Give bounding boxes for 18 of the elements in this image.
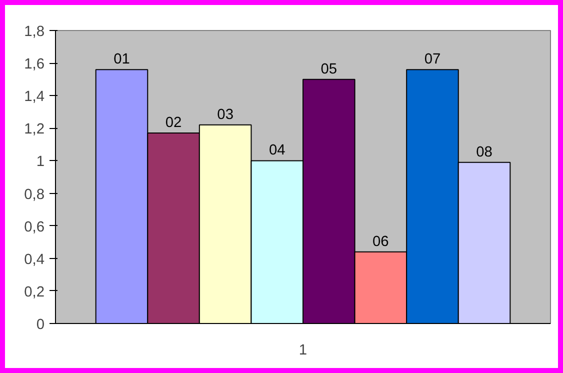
- series-label: 08: [476, 144, 492, 160]
- y-tick-label: 1,2: [24, 122, 44, 138]
- y-tick-label: 1: [36, 154, 45, 170]
- series-label: 02: [165, 115, 182, 132]
- y-tick-label: 0,6: [24, 219, 44, 236]
- y-tick-label: 0,2: [24, 284, 44, 300]
- series-label: 03: [217, 106, 234, 123]
- series-label: 07: [424, 52, 441, 68]
- series-label: 05: [320, 61, 338, 78]
- series-label: 06: [372, 234, 389, 250]
- y-tick-label: 1,8: [24, 24, 44, 40]
- y-tick-label: 0,4: [24, 252, 44, 268]
- series-label: 04: [268, 142, 286, 159]
- y-tick-label: 1,4: [24, 89, 44, 106]
- series-label: 01: [114, 52, 130, 68]
- y-tick-label: 0,8: [24, 186, 44, 203]
- y-tick-label: 0: [36, 317, 45, 333]
- y-tick-label: 1,6: [24, 56, 44, 73]
